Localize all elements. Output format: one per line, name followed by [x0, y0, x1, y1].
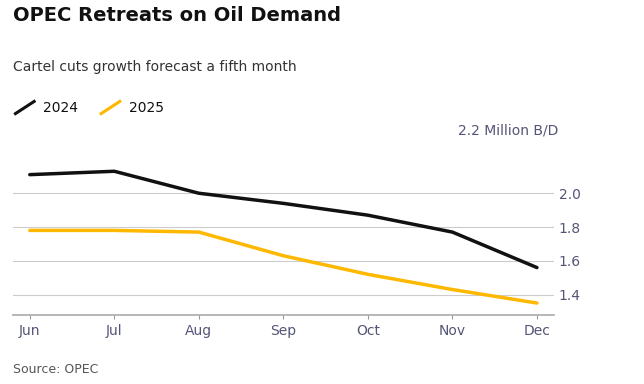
Text: 2024: 2024: [43, 101, 78, 114]
Text: OPEC Retreats on Oil Demand: OPEC Retreats on Oil Demand: [13, 6, 341, 25]
Text: 2.2 Million B/D: 2.2 Million B/D: [458, 124, 558, 137]
Text: Cartel cuts growth forecast a fifth month: Cartel cuts growth forecast a fifth mont…: [13, 60, 296, 73]
Text: 2025: 2025: [129, 101, 164, 114]
Text: Source: OPEC: Source: OPEC: [13, 363, 99, 376]
